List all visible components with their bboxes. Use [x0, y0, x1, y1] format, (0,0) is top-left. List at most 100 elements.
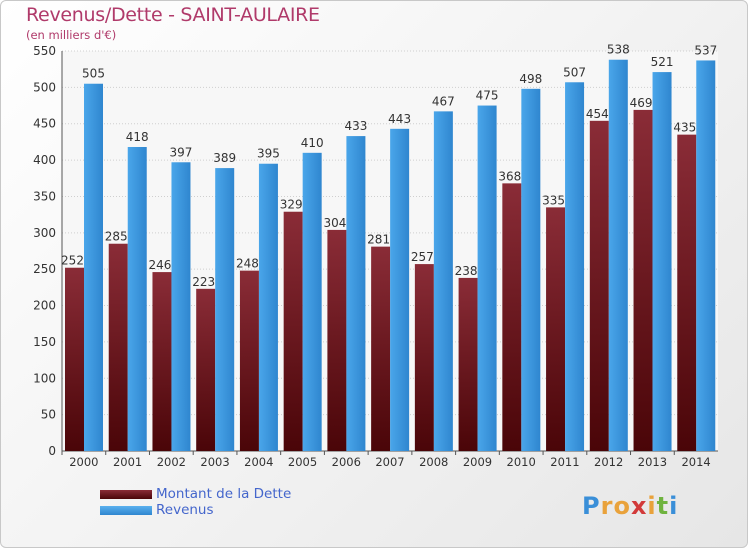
bar-revenus: [652, 72, 672, 451]
bar-dette: [546, 207, 566, 451]
y-tick-label: 0: [48, 444, 56, 458]
proxiti-logo: Proxiti: [582, 492, 678, 520]
chart-subtitle: (en milliers d'€): [26, 28, 117, 42]
data-label-dette: 248: [236, 257, 259, 271]
x-tick-label: 2005: [288, 455, 317, 469]
data-label-revenus: 433: [344, 119, 367, 133]
bar-revenus: [477, 105, 497, 451]
bar-dette: [414, 264, 434, 451]
data-label-revenus: 410: [301, 136, 324, 150]
x-tick-label: 2012: [594, 455, 623, 469]
data-label-revenus: 538: [607, 43, 630, 57]
data-label-revenus: 537: [694, 43, 717, 57]
chart-title: Revenus/Dette - SAINT-AULAIRE: [26, 4, 320, 26]
data-label-dette: 329: [280, 198, 303, 212]
data-label-revenus: 418: [126, 130, 149, 144]
logo-letter: P: [582, 492, 601, 520]
legend-item-dette: Montant de la Dette: [100, 486, 291, 502]
legend-label-revenus: Revenus: [156, 502, 214, 518]
data-label-revenus: 467: [432, 94, 455, 108]
bar-dette: [589, 120, 609, 452]
bar-revenus: [215, 168, 235, 451]
data-label-dette: 454: [586, 107, 609, 121]
bar-revenus: [433, 111, 453, 451]
x-tick-label: 2007: [375, 455, 404, 469]
y-tick-label: 500: [33, 80, 56, 94]
y-tick-label: 200: [33, 299, 56, 313]
bar-revenus: [608, 59, 628, 452]
y-tick-label: 300: [33, 226, 56, 240]
legend-item-revenus: Revenus: [100, 502, 291, 518]
y-tick-label: 50: [41, 408, 56, 422]
legend-label-dette: Montant de la Dette: [156, 486, 292, 502]
bar-revenus: [171, 162, 191, 452]
data-label-revenus: 505: [82, 67, 105, 81]
data-label-dette: 285: [105, 230, 128, 244]
logo-letter: x: [630, 492, 648, 520]
data-label-revenus: 521: [651, 55, 674, 69]
x-tick-label: 2014: [681, 455, 710, 469]
bar-dette: [283, 211, 303, 451]
logo-letter: i: [669, 492, 679, 520]
bar-revenus: [565, 82, 585, 451]
data-label-dette: 281: [367, 233, 390, 247]
x-tick-label: 2009: [463, 455, 492, 469]
x-tick-label: 2003: [200, 455, 229, 469]
bar-revenus: [521, 88, 541, 452]
data-label-dette: 435: [673, 121, 696, 135]
data-label-dette: 335: [542, 193, 565, 207]
data-label-dette: 246: [149, 258, 172, 272]
bar-dette: [633, 109, 653, 451]
bar-revenus: [84, 83, 103, 452]
bar-dette: [458, 277, 478, 451]
x-tick-label: 2008: [419, 455, 448, 469]
y-tick-label: 100: [33, 371, 56, 385]
data-label-dette: 238: [455, 264, 478, 278]
bar-dette: [371, 246, 391, 451]
bar-revenus: [302, 152, 322, 451]
y-tick-label: 550: [33, 44, 56, 58]
x-tick-label: 2001: [113, 455, 142, 469]
x-tick-label: 2006: [332, 455, 361, 469]
bar-revenus: [346, 136, 366, 451]
x-tick-label: 2011: [550, 455, 579, 469]
data-label-revenus: 475: [476, 89, 499, 103]
bar-dette: [677, 134, 697, 452]
bar-dette: [502, 183, 522, 451]
x-tick-label: 2000: [69, 455, 98, 469]
x-tick-label: 2010: [507, 455, 536, 469]
data-label-dette: 257: [411, 250, 434, 264]
bar-dette: [108, 243, 128, 451]
x-tick-label: 2013: [638, 455, 667, 469]
y-tick-label: 250: [33, 262, 56, 276]
logo-letter: o: [613, 492, 631, 520]
bar-dette: [327, 229, 347, 451]
bar-revenus: [696, 60, 716, 452]
data-label-revenus: 395: [257, 147, 280, 161]
data-label-revenus: 443: [388, 112, 411, 126]
data-label-dette: 304: [323, 216, 346, 230]
bar-dette: [239, 270, 259, 451]
logo-letter: r: [600, 492, 614, 520]
logo-letter: t: [656, 492, 670, 520]
x-tick-label: 2004: [244, 455, 273, 469]
bar-revenus: [127, 147, 147, 451]
legend: Montant de la Dette Revenus: [100, 486, 291, 518]
data-label-dette: 469: [630, 96, 653, 110]
data-label-revenus: 507: [563, 65, 586, 79]
data-label-dette: 223: [192, 275, 215, 289]
y-tick-label: 400: [33, 153, 56, 167]
bar-dette: [152, 272, 172, 451]
y-tick-label: 450: [33, 117, 56, 131]
bar-revenus: [390, 128, 410, 451]
data-label-dette: 252: [61, 254, 84, 268]
data-label-revenus: 498: [519, 72, 542, 86]
legend-swatch-dette: [100, 489, 152, 499]
bar-dette: [196, 288, 216, 451]
logo-letter: i: [647, 492, 657, 520]
data-label-dette: 368: [498, 169, 521, 183]
data-label-revenus: 397: [170, 145, 193, 159]
bar-revenus: [258, 163, 278, 451]
data-label-revenus: 389: [213, 151, 236, 165]
